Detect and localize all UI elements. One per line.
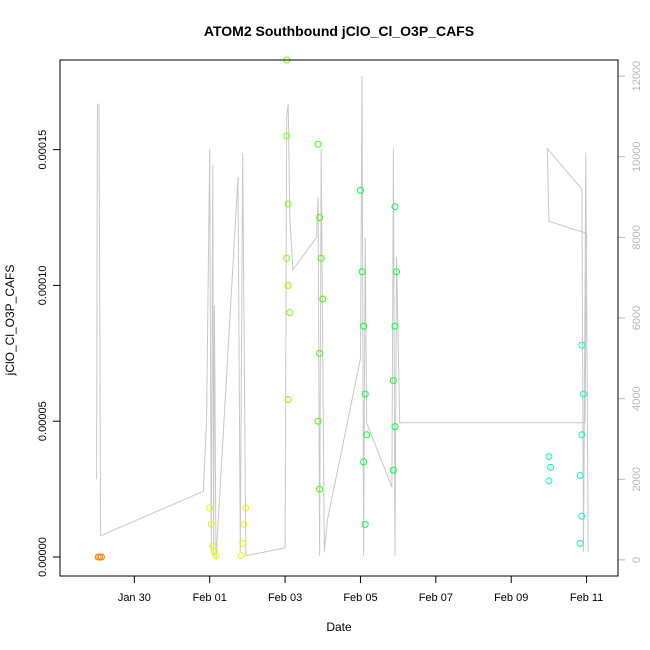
- y-tick-label: 0.00015: [37, 130, 49, 170]
- data-point: [240, 520, 248, 528]
- data-point: [391, 203, 399, 211]
- data-point: [389, 377, 397, 384]
- y-tick-label: 0.00000: [37, 537, 49, 577]
- data-point: [317, 254, 325, 262]
- data-point: [361, 390, 369, 398]
- data-point: [284, 200, 292, 208]
- chart-title: ATOM2 Southbound jClO_Cl_O3P_CAFS: [204, 23, 474, 39]
- x-tick-label: Feb 07: [419, 592, 453, 604]
- data-point: [576, 539, 584, 547]
- data-point: [284, 396, 292, 403]
- y2-tick-label: 10000: [631, 141, 643, 172]
- data-point: [207, 520, 215, 528]
- data-point: [391, 322, 399, 330]
- data-point: [357, 186, 364, 194]
- x-axis-label: Date: [326, 620, 352, 634]
- y-tick-label: 0.00005: [37, 401, 49, 441]
- data-point: [283, 254, 291, 262]
- data-point: [360, 458, 368, 466]
- data-point: [545, 453, 553, 460]
- x-tick-label: Feb 03: [268, 592, 302, 604]
- x-tick-label: Feb 09: [494, 592, 528, 604]
- data-point: [576, 472, 584, 479]
- data-point: [363, 431, 371, 439]
- data-point: [316, 214, 324, 221]
- data-point: [314, 417, 322, 425]
- data-point: [319, 295, 327, 303]
- data-point: [283, 132, 291, 140]
- data-point: [547, 463, 554, 471]
- data-point: [316, 349, 324, 357]
- data-point: [314, 140, 322, 148]
- data-point: [578, 341, 586, 349]
- data-point: [360, 322, 368, 330]
- data-point: [391, 423, 399, 431]
- y2-tick-label: 2000: [631, 467, 643, 491]
- data-point: [206, 504, 214, 512]
- data-point: [242, 504, 250, 512]
- data-point: [393, 268, 401, 276]
- data-point: [97, 553, 105, 561]
- data-point: [210, 548, 218, 556]
- data-point: [545, 477, 553, 485]
- data-point: [239, 539, 247, 547]
- data-point: [389, 466, 397, 474]
- data-point: [580, 390, 587, 398]
- altitude-track: [96, 76, 589, 560]
- data-point: [361, 520, 369, 528]
- x-tick-label: Feb 01: [193, 592, 227, 604]
- axes: Jan 30 Feb 01 Feb 03 Feb 05 Feb 07 Feb 09 Feb …: [37, 61, 643, 604]
- y2-tick-label: 12000: [631, 61, 643, 92]
- data-point: [316, 485, 324, 493]
- data-point: [358, 268, 366, 276]
- y-axis-label: jClO_Cl_O3P_CAFS: [3, 265, 17, 377]
- y2-tick-label: 4000: [631, 386, 643, 410]
- data-point: [284, 281, 292, 289]
- data-point: [578, 431, 586, 439]
- y2-tick-label: 6000: [631, 306, 643, 330]
- y-tick-label: 0.00010: [37, 266, 49, 306]
- x-tick-label: Feb 11: [570, 592, 603, 604]
- x-tick-label: Feb 05: [343, 592, 377, 604]
- data-point: [578, 512, 586, 520]
- y2-tick-label: 0: [631, 557, 643, 563]
- data-point: [237, 552, 245, 560]
- x-tick-label: Jan 30: [118, 592, 151, 604]
- y2-tick-label: 8000: [631, 225, 643, 249]
- data-points: [94, 56, 587, 561]
- data-point: [212, 552, 220, 560]
- plot-frame: [59, 59, 619, 577]
- altitude-line: [96, 76, 589, 560]
- data-point: [286, 309, 294, 317]
